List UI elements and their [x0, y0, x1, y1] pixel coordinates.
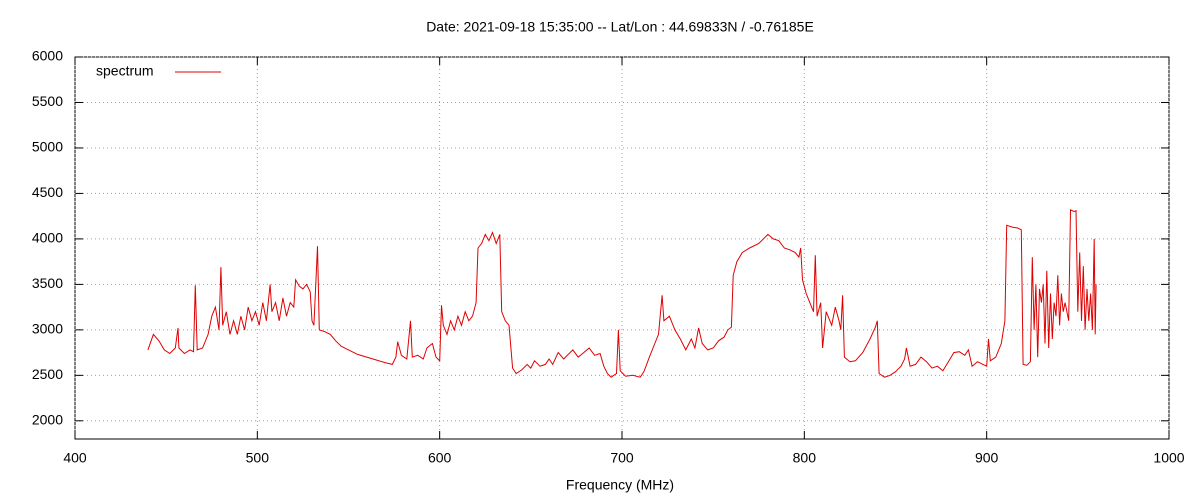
x-tick-label: 500	[246, 450, 270, 466]
y-tick-label: 5500	[32, 93, 63, 109]
x-tick-label: 700	[610, 450, 634, 466]
y-tick-label: 5000	[32, 139, 63, 155]
y-tick-label: 3500	[32, 275, 63, 291]
legend-label: spectrum	[96, 63, 154, 79]
y-tick-label: 3000	[32, 321, 63, 337]
x-tick-label: 600	[428, 450, 452, 466]
chart-title: Date: 2021-09-18 15:35:00 -- Lat/Lon : 4…	[426, 19, 814, 35]
x-axis-label: Frequency (MHz)	[566, 477, 674, 493]
x-tick-label: 1000	[1153, 450, 1184, 466]
y-tick-label: 2500	[32, 366, 63, 382]
y-tick-label: 4000	[32, 230, 63, 246]
y-tick-label: 2000	[32, 412, 63, 428]
x-tick-label: 900	[975, 450, 999, 466]
y-tick-label: 6000	[32, 48, 63, 64]
x-tick-label: 400	[63, 450, 87, 466]
spectrum-line	[147, 209, 1097, 378]
x-tick-label: 800	[793, 450, 817, 466]
y-tick-label: 4500	[32, 184, 63, 200]
